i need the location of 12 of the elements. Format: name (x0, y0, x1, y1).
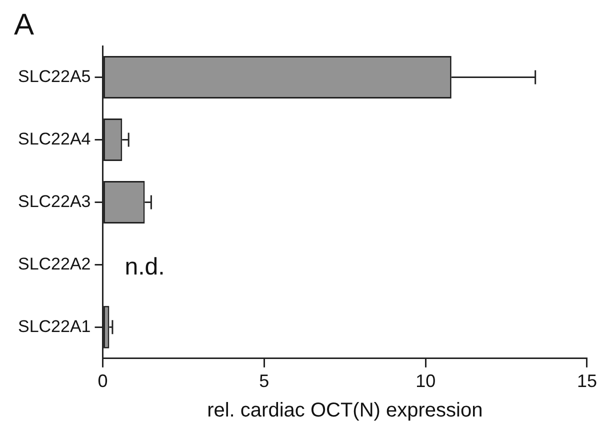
x-axis-title: rel. cardiac OCT(N) expression (207, 400, 483, 422)
y-tick-label: SLC22A1 (18, 316, 91, 336)
y-tick-label: SLC22A4 (18, 129, 91, 148)
x-tick-label: 15 (576, 371, 598, 392)
y-tick-label: SLC22A3 (18, 192, 91, 211)
chart-title: A (14, 8, 34, 42)
x-tick-label: 0 (98, 371, 108, 392)
annotation: n.d. (124, 253, 165, 280)
y-tick-label: SLC22A2 (18, 254, 91, 274)
x-tick-label: 10 (416, 371, 436, 392)
y-tick-label: SLC22A5 (18, 66, 91, 86)
x-tick-label: 5 (259, 371, 270, 392)
